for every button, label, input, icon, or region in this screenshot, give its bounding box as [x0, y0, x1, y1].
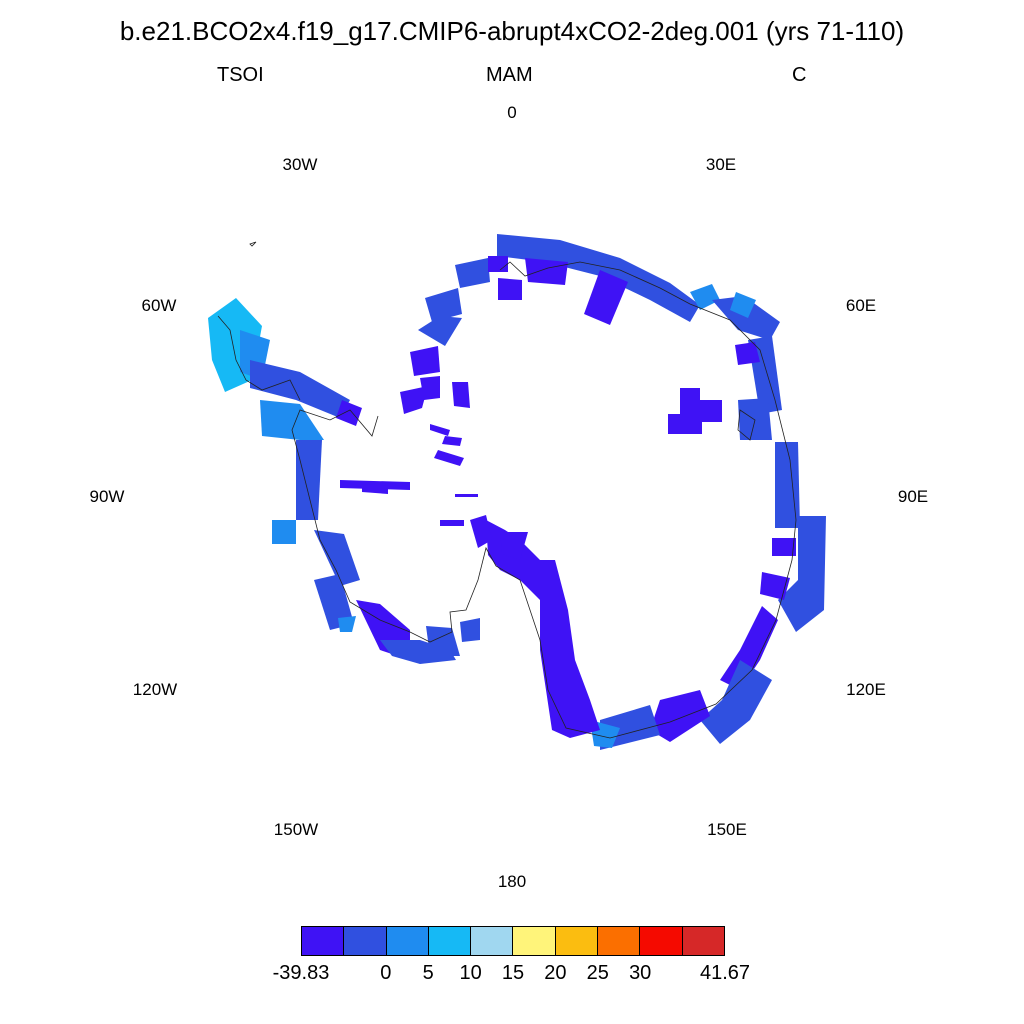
colorbar-swatch: [513, 927, 556, 955]
lon-label-120e: 120E: [846, 680, 886, 699]
colorbar-label: 30: [629, 962, 652, 984]
colorbar-label: 20: [544, 962, 567, 984]
cell-west-d: [314, 574, 354, 630]
cell-ne-f: [738, 398, 772, 440]
cell-interior-b: [362, 484, 388, 494]
coastline-shelf: [737, 409, 756, 441]
cell-east-c: [772, 538, 796, 556]
colorbar-swatch: [344, 927, 387, 955]
lon-label-60w: 60W: [141, 296, 177, 315]
cell-nw-c: [410, 346, 440, 376]
cell-se-b: [700, 660, 772, 744]
cell-west-e: [338, 616, 356, 632]
colorbar-swatch: [428, 927, 472, 955]
colorbar-swatch: [598, 927, 641, 955]
cell-north-e: [488, 256, 508, 272]
lon-label-0: 0: [507, 103, 517, 122]
colorbar-swatch: [682, 927, 724, 955]
coastline-peninsula: [217, 315, 301, 401]
colorbar: [301, 926, 725, 956]
cell-north-a: [525, 258, 568, 285]
lon-label-30w: 30W: [282, 155, 318, 174]
map-cells: [208, 234, 826, 750]
coastline: [217, 241, 797, 739]
cell-north-b: [498, 278, 522, 300]
lon-label-90e: 90E: [897, 487, 929, 506]
cell-se-c: [650, 690, 710, 742]
lon-label-150e: 150E: [707, 820, 747, 839]
cell-west-b: [272, 520, 296, 544]
lon-label-120w: 120W: [132, 680, 178, 699]
coastline-antarctica: [291, 261, 797, 739]
cell-interior-g: [440, 520, 464, 526]
cell-interior-e: [430, 424, 450, 436]
colorbar-swatch: [555, 927, 599, 955]
colorbar-label: 5: [422, 962, 434, 984]
cell-south-b: [470, 515, 492, 548]
colorbar-label: 0: [380, 962, 392, 984]
cell-west-a: [296, 440, 322, 520]
cell-ne-e: [735, 342, 760, 365]
colorbar-label: 10: [459, 962, 482, 984]
colorbar-label: 25: [586, 962, 609, 984]
colorbar-label: 41.67: [699, 962, 751, 984]
units-label: C: [792, 64, 807, 86]
cell-south-a: [486, 520, 540, 600]
colorbar-swatch: [640, 927, 683, 955]
lon-label-30e: 30E: [705, 155, 737, 174]
lon-label-60e: 60E: [845, 296, 877, 315]
coastline-island: [249, 241, 257, 247]
cell-sw-c: [426, 626, 460, 656]
cell-east-blob: [668, 388, 722, 434]
cell-north-d: [455, 258, 490, 288]
cell-arc-north: [497, 234, 700, 322]
colorbar-label: 15: [501, 962, 525, 984]
lon-label-90w: 90W: [89, 487, 125, 506]
cell-se-a: [720, 606, 778, 690]
variable-label: TSOI: [217, 64, 264, 86]
cell-nw-e: [400, 386, 428, 414]
cell-east-d: [760, 572, 790, 600]
cell-interior-h: [500, 532, 528, 560]
cell-sw-d: [460, 618, 480, 642]
cell-wedd-a: [250, 360, 350, 418]
cell-ne-b: [712, 296, 780, 340]
cell-west-c: [314, 530, 360, 586]
cell-interior-f: [455, 494, 478, 497]
season-label: MAM: [486, 64, 533, 86]
cell-interior-d: [442, 436, 462, 446]
colorbar-label: -39.83: [272, 962, 330, 984]
cell-ne-c: [730, 292, 756, 318]
colorbar-swatch: [471, 927, 514, 955]
colorbar-swatch: [302, 927, 345, 955]
cell-wedd-b: [260, 400, 324, 440]
cell-east-b: [778, 516, 826, 632]
lon-label-150w: 150W: [273, 820, 319, 839]
cell-north-c: [584, 270, 628, 325]
lon-label-180: 180: [497, 872, 527, 891]
page-title: b.e21.BCO2x4.f19_g17.CMIP6-abrupt4xCO2-2…: [119, 16, 905, 46]
cell-ne-a: [690, 284, 720, 310]
cell-wedd-c: [336, 400, 362, 426]
cell-east-a: [775, 442, 800, 528]
cell-nw-f: [452, 382, 470, 408]
cell-interior-c: [434, 450, 464, 466]
colorbar-swatch: [386, 927, 429, 955]
cell-nw-a: [425, 288, 462, 322]
cell-nw-b: [418, 316, 462, 346]
cell-south-tongue: [540, 560, 600, 738]
